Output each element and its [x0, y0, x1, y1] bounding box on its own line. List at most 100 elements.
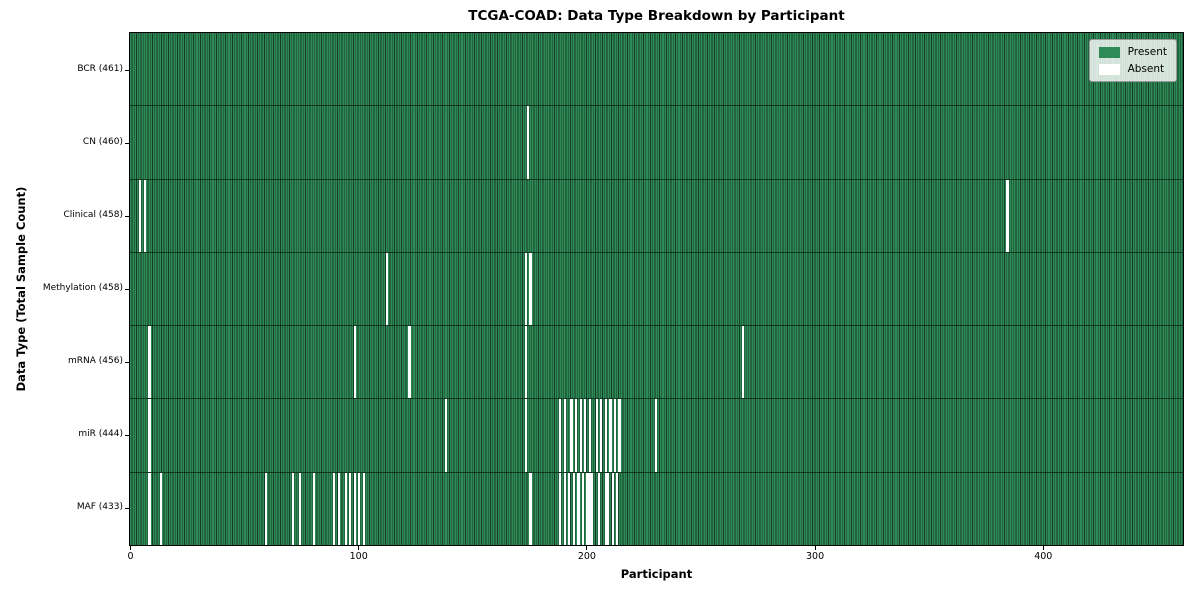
y-tick-label-bcr: BCR (461)	[77, 64, 123, 74]
legend-absent-swatch	[1098, 63, 1120, 75]
y-tick-mark	[125, 361, 129, 363]
y-tick-mark	[125, 507, 129, 509]
absent-stripe	[139, 179, 142, 252]
absent-stripe	[604, 399, 607, 472]
absent-stripe	[613, 399, 617, 472]
absent-stripe	[586, 472, 589, 545]
absent-stripe	[577, 472, 580, 545]
absent-stripe	[337, 472, 340, 545]
y-tick-label-maf: MAF (433)	[76, 502, 123, 512]
y-tick-label-clinical: Clinical (458)	[63, 210, 123, 220]
absent-stripe	[444, 399, 448, 472]
datatype-row-bcr	[130, 33, 1183, 106]
datatype-row-clinical	[130, 178, 1183, 252]
absent-stripe	[606, 472, 610, 545]
x-tick-mark	[586, 545, 588, 550]
x-tick-label: 100	[349, 550, 368, 562]
absent-stripe	[568, 472, 571, 545]
absent-stripe	[298, 472, 302, 545]
absent-stripe	[529, 472, 532, 545]
legend-absent-label: Absent	[1127, 63, 1165, 75]
presence-matrix	[130, 33, 1183, 545]
absent-stripe	[609, 399, 612, 472]
absent-stripe	[584, 399, 587, 472]
absent-stripe	[559, 399, 562, 472]
legend-entry-absent: Absent	[1098, 63, 1167, 75]
y-tick-mark	[125, 142, 129, 144]
absent-stripe	[143, 179, 146, 252]
absent-stripe	[148, 472, 151, 545]
absent-stripe	[563, 399, 566, 472]
absent-stripe	[559, 472, 562, 545]
x-axis-label: Participant	[620, 567, 693, 581]
absent-stripe	[344, 472, 347, 545]
absent-stripe	[362, 472, 366, 545]
absent-stripe	[618, 399, 621, 472]
x-tick-mark	[814, 545, 816, 550]
absent-stripe	[588, 399, 591, 472]
absent-stripe	[385, 252, 388, 326]
absent-stripe	[654, 399, 658, 472]
y-tick-mark	[125, 215, 129, 217]
absent-stripe	[524, 252, 528, 326]
y-tick-label-mir: miR (444)	[78, 429, 123, 439]
absent-stripe	[741, 326, 744, 399]
absent-stripe	[333, 472, 336, 545]
absent-stripe	[616, 472, 619, 545]
absent-stripe	[597, 472, 601, 545]
absent-stripe	[604, 472, 607, 545]
x-tick-label: 200	[577, 550, 596, 562]
datatype-row-methylation	[130, 251, 1183, 326]
legend-present-swatch	[1098, 46, 1120, 58]
datatype-row-maf	[130, 471, 1183, 545]
legend-entry-present: Present	[1098, 46, 1167, 58]
absent-stripe	[353, 472, 356, 545]
absent-stripe	[312, 472, 315, 545]
absent-stripe	[159, 472, 162, 545]
chart-title: TCGA-COAD: Data Type Breakdown by Partic…	[468, 8, 845, 24]
x-tick-mark	[130, 545, 131, 550]
y-tick-mark	[125, 69, 129, 71]
absent-stripe	[408, 326, 411, 399]
y-tick-mark	[125, 434, 129, 436]
x-tick-mark	[358, 545, 360, 550]
absent-stripe	[1006, 179, 1009, 252]
y-tick-label-mrna: mRNA (456)	[68, 356, 123, 366]
absent-stripe	[349, 472, 352, 545]
absent-stripe	[524, 399, 528, 472]
absent-stripe	[529, 252, 532, 326]
absent-stripe	[353, 326, 356, 399]
absent-stripe	[611, 472, 614, 545]
absent-stripe	[590, 472, 594, 545]
y-tick-label-methylation: Methylation (458)	[42, 283, 123, 293]
y-tick-mark	[125, 288, 129, 290]
absent-stripe	[579, 399, 582, 472]
absent-stripe	[292, 472, 295, 545]
plot-area: Present Absent	[129, 32, 1184, 546]
absent-stripe	[574, 399, 578, 472]
absent-stripe	[264, 472, 267, 545]
datatype-row-mir	[130, 398, 1183, 472]
absent-stripe	[595, 399, 598, 472]
y-tick-label-cn: CN (460)	[82, 137, 123, 147]
x-tick-label: 300	[806, 550, 825, 562]
absent-stripe	[527, 106, 530, 179]
absent-stripe	[570, 399, 573, 472]
legend: Present Absent	[1088, 39, 1177, 82]
absent-stripe	[358, 472, 361, 545]
absent-stripe	[572, 472, 575, 545]
x-tick-mark	[1042, 545, 1044, 550]
datatype-row-mrna	[130, 325, 1183, 399]
datatype-row-cn	[130, 105, 1183, 179]
absent-stripe	[148, 326, 151, 399]
absent-stripe	[148, 399, 151, 472]
legend-present-label: Present	[1127, 46, 1167, 58]
absent-stripe	[563, 472, 566, 545]
absent-stripe	[600, 399, 603, 472]
absent-stripe	[581, 472, 585, 545]
absent-stripe	[588, 472, 591, 545]
x-tick-label: 400	[1034, 550, 1053, 562]
x-tick-label: 0	[127, 550, 134, 562]
absent-stripe	[524, 326, 528, 399]
